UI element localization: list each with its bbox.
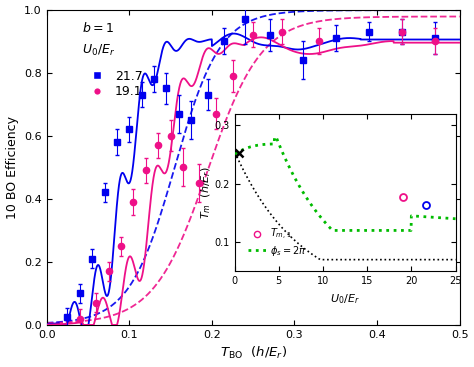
Text: $b=1$: $b=1$: [82, 21, 114, 34]
Text: $U_0/E_r$: $U_0/E_r$: [82, 43, 115, 58]
Y-axis label: 10 BO Efficiency: 10 BO Efficiency: [6, 116, 18, 219]
Legend: 21.7, 19.1: 21.7, 19.1: [80, 65, 147, 103]
X-axis label: $T_{\rm BO}$  $(h/E_r)$: $T_{\rm BO}$ $(h/E_r)$: [219, 345, 287, 361]
